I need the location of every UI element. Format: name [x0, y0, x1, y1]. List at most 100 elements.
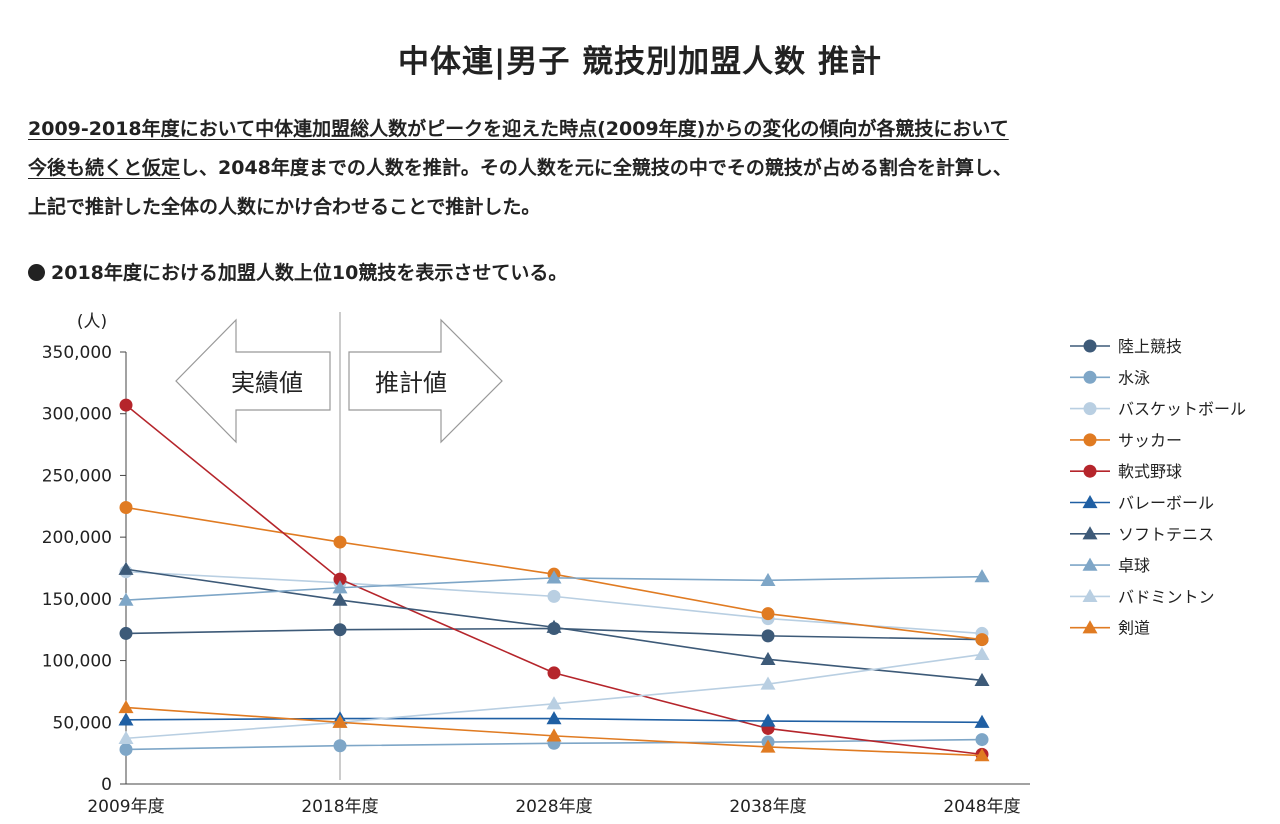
legend-item: 水泳: [1070, 368, 1150, 387]
data-point: [333, 572, 347, 586]
estimate-label: 推計値: [375, 369, 447, 397]
legend-marker: [1083, 464, 1097, 478]
legend-label: ソフトテニス: [1118, 525, 1214, 544]
description-line-2: 今後も続くと仮定し、2048年度までの人数を推計。その人数を元に全競技の中でその…: [28, 153, 1012, 180]
data-point: [760, 572, 776, 586]
data-point: [975, 633, 989, 647]
data-point: [118, 592, 134, 606]
chart-note: 2018年度における加盟人数上位10競技を表示させている。: [28, 258, 567, 285]
legend-item: ソフトテニス: [1070, 525, 1214, 544]
legend-marker: [1083, 339, 1097, 353]
legend-label: 卓球: [1118, 556, 1150, 575]
description-line-1: 2009-2018年度において中体連加盟総人数がピークを迎えた時点(2009年度…: [28, 114, 1009, 141]
series-剣道: [118, 699, 990, 762]
legend-item: 剣道: [1070, 619, 1150, 638]
y-tick-label: 100,000: [42, 652, 112, 672]
data-point: [332, 714, 348, 728]
data-point: [546, 711, 562, 725]
data-point: [333, 739, 347, 753]
y-tick-label: 50,000: [53, 713, 112, 733]
actual-arrow-shape: [175, 318, 331, 444]
data-point: [119, 742, 133, 756]
y-tick-label: 350,000: [42, 343, 112, 363]
data-point: [760, 713, 776, 727]
legend-marker: [1082, 495, 1098, 509]
legend-label: 軟式野球: [1118, 462, 1182, 481]
data-point: [975, 733, 989, 747]
legend-marker: [1083, 370, 1097, 384]
data-point: [974, 748, 990, 762]
actual-label: 実績値: [231, 369, 303, 397]
data-point: [118, 730, 134, 744]
data-point: [333, 535, 347, 549]
chart-note-text: 2018年度における加盟人数上位10競技を表示させている。: [51, 262, 568, 284]
annotation-layer: 実績値 推計値: [175, 318, 503, 444]
data-point: [118, 712, 134, 726]
legend-label: 陸上競技: [1118, 337, 1182, 356]
legend-item: バドミントン: [1070, 587, 1214, 606]
data-point: [118, 699, 134, 714]
series-layer: [118, 398, 990, 762]
y-tick-label: 200,000: [42, 528, 112, 548]
bullet-icon: [28, 264, 45, 281]
legend-item: バスケットボール: [1070, 400, 1246, 419]
data-point: [119, 398, 133, 412]
legend-marker: [1083, 433, 1097, 447]
legend-item: サッカー: [1070, 431, 1182, 450]
data-point: [332, 580, 348, 594]
y-axis-unit: (人): [77, 312, 107, 332]
data-point: [761, 629, 775, 643]
legend-label: バレーボール: [1118, 494, 1214, 513]
data-point: [760, 739, 776, 753]
data-point: [119, 501, 133, 515]
series-バレーボール: [118, 711, 990, 728]
y-tick-label: 250,000: [42, 466, 112, 486]
series-ソフトテニス: [118, 561, 990, 686]
data-point: [118, 561, 134, 575]
y-tick-label: 300,000: [42, 405, 112, 425]
legend-item: 陸上競技: [1070, 337, 1182, 356]
data-point: [546, 619, 562, 633]
x-tick-label: 2009年度: [87, 797, 164, 817]
data-point: [333, 623, 347, 637]
data-point: [546, 696, 562, 710]
data-point: [974, 672, 990, 686]
data-point: [119, 626, 133, 640]
description-line-2-rest: し、2048年度までの人数を推計。その人数を元に全競技の中でその競技が占める割合…: [180, 157, 1012, 179]
data-point: [760, 651, 776, 665]
legend-marker: [1083, 402, 1097, 416]
legend-marker: [1082, 620, 1098, 634]
y-tick-label: 0: [101, 775, 112, 795]
data-point: [974, 569, 990, 583]
data-point: [761, 607, 775, 621]
x-tick-label: 2048年度: [943, 797, 1020, 817]
x-tick-label: 2038年度: [729, 797, 806, 817]
legend-marker: [1082, 588, 1098, 603]
data-point: [547, 589, 561, 603]
data-point: [760, 676, 776, 690]
x-tick-label: 2028年度: [515, 797, 592, 817]
data-point: [974, 714, 990, 728]
estimate-arrow-shape: [348, 318, 503, 444]
description-line-1-text: 2009-2018年度において中体連加盟総人数がピークを迎えた時点(2009年度…: [28, 118, 1009, 140]
series-卓球: [118, 569, 990, 606]
legend-marker: [1082, 557, 1098, 571]
legend-label: 剣道: [1118, 619, 1150, 638]
data-point: [546, 570, 562, 584]
description-line-2-underlined: 今後も続くと仮定: [28, 157, 181, 179]
data-point: [547, 666, 561, 680]
data-point: [546, 728, 562, 742]
legend-item: 卓球: [1070, 556, 1150, 575]
y-tick-label: 150,000: [42, 590, 112, 610]
data-point: [974, 646, 990, 661]
legend-item: バレーボール: [1070, 494, 1214, 513]
legend-label: バスケットボール: [1118, 400, 1246, 419]
legend-label: 水泳: [1118, 368, 1150, 387]
legend-label: バドミントン: [1118, 587, 1214, 606]
description-line-3: 上記で推計した全体の人数にかけ合わせることで推計した。: [28, 196, 541, 218]
data-point: [332, 592, 348, 606]
legend-marker: [1082, 526, 1098, 540]
x-tick-label: 2018年度: [301, 797, 378, 817]
page-title: 中体連|男子 競技別加盟人数 推計: [398, 44, 882, 80]
